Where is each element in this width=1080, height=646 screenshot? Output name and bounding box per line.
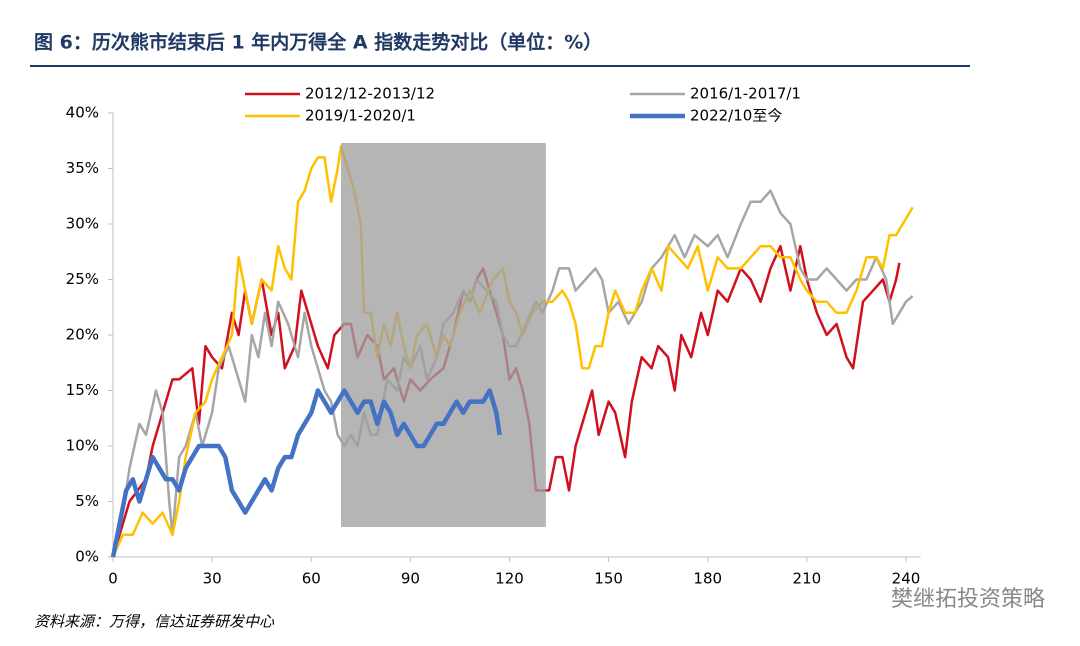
y-tick-label: 10%	[66, 437, 99, 455]
x-tick-label: 30	[203, 570, 222, 588]
x-tick-label: 120	[495, 570, 524, 588]
x-tick-label: 60	[302, 570, 321, 588]
highlight-box	[340, 142, 546, 528]
x-tick-label: 180	[693, 570, 722, 588]
legend-label: 2022/10至今	[690, 107, 782, 125]
source: 资料来源：万得，信达证券研发中心	[34, 613, 275, 631]
chart-title: 图 6：历次熊市结束后 1 年内万得全 A 指数走势对比（单位：%）	[34, 31, 602, 54]
x-tick-label: 240	[892, 570, 921, 588]
y-tick-label: 5%	[75, 492, 99, 510]
x-tick-label: 150	[594, 570, 623, 588]
y-tick-label: 30%	[66, 215, 99, 233]
y-tick-label: 40%	[66, 104, 99, 122]
x-tick-label: 90	[401, 570, 420, 588]
legend-label: 2019/1-2020/1	[305, 107, 416, 125]
y-tick-label: 0%	[75, 548, 99, 566]
x-tick-label: 210	[793, 570, 822, 588]
watermark: 樊继拓投资策略	[891, 587, 1045, 612]
y-tick-label: 25%	[66, 270, 99, 288]
x-tick-label: 0	[108, 570, 118, 588]
y-tick-label: 15%	[66, 381, 99, 399]
y-tick-label: 20%	[66, 326, 99, 344]
legend-label: 2012/12-2013/12	[305, 85, 435, 103]
y-tick-label: 35%	[66, 159, 99, 177]
legend-label: 2016/1-2017/1	[690, 85, 801, 103]
series-line	[110, 388, 502, 558]
